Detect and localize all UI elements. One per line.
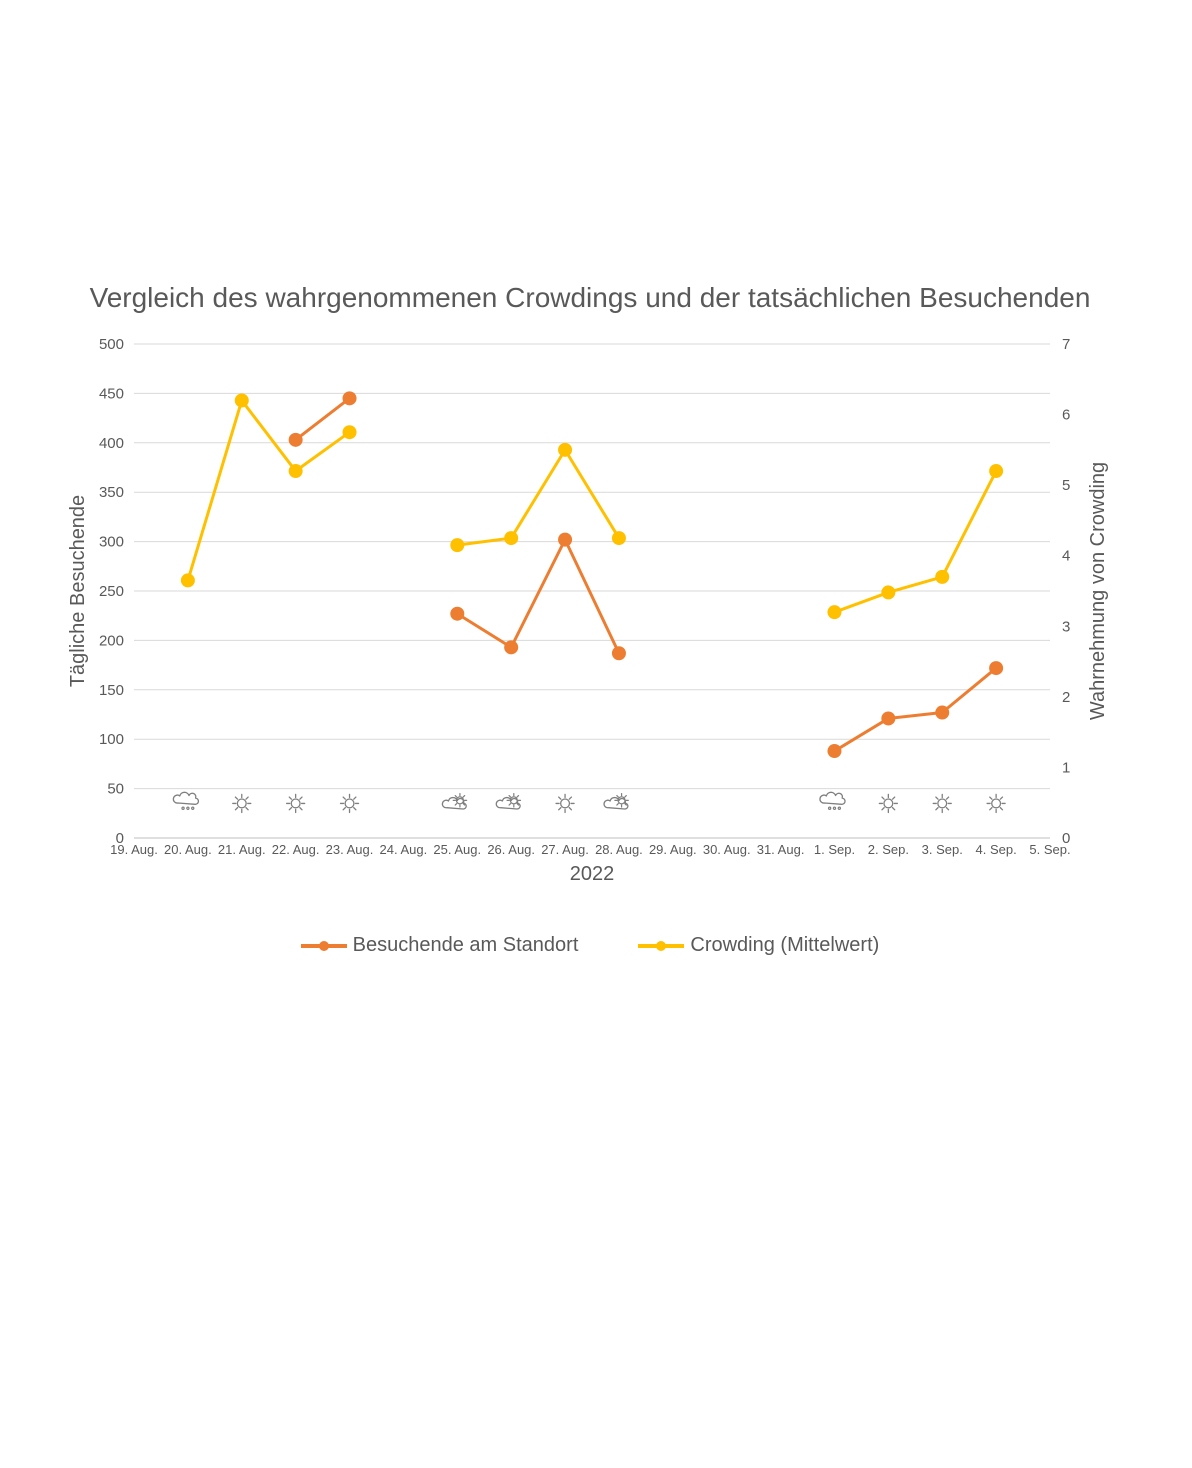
series-marker (504, 641, 518, 655)
x-tick-label: 20. Aug. (164, 842, 212, 857)
series-marker (558, 443, 572, 457)
x-tick-label: 23. Aug. (326, 842, 374, 857)
y-left-tick-label: 300 (99, 534, 124, 551)
x-tick-label: 24. Aug. (380, 842, 428, 857)
y-left-axis-label: Tägliche Besuchende (67, 495, 89, 687)
series-marker (450, 539, 464, 553)
series-marker (612, 531, 626, 545)
x-tick-label: 4. Sep. (976, 842, 1017, 857)
series-marker (504, 531, 518, 545)
y-left-tick-label: 200 (99, 633, 124, 650)
chart-container: Vergleich des wahrgenommenen Crowdings u… (60, 280, 1120, 957)
series-marker (935, 706, 949, 720)
series-marker (289, 464, 303, 478)
series-marker (935, 570, 949, 584)
x-tick-label: 28. Aug. (595, 842, 643, 857)
weather-rain-icon (820, 793, 845, 810)
legend-item-crowding: Crowding (Mittelwert) (638, 934, 879, 957)
weather-sun-icon (341, 795, 359, 813)
series-marker (343, 392, 357, 406)
y-left-tick-label: 150 (99, 682, 124, 699)
x-tick-label: 3. Sep. (922, 842, 963, 857)
series-marker (827, 606, 841, 620)
y-left-tick-label: 350 (99, 485, 124, 502)
series-marker (989, 464, 1003, 478)
series-line (457, 540, 619, 654)
x-tick-label: 22. Aug. (272, 842, 320, 857)
x-tick-label: 2. Sep. (868, 842, 909, 857)
weather-sun-icon (556, 795, 574, 813)
series-marker (181, 574, 195, 588)
y-left-tick-label: 500 (99, 336, 124, 353)
weather-sun-icon (233, 795, 251, 813)
x-tick-label: 21. Aug. (218, 842, 266, 857)
series-marker (989, 661, 1003, 675)
x-tick-label: 25. Aug. (433, 842, 481, 857)
series-marker (881, 712, 895, 726)
legend-label-crowding: Crowding (Mittelwert) (690, 934, 879, 957)
weather-partly-icon (442, 794, 466, 809)
series-marker (558, 533, 572, 547)
series-line (457, 450, 619, 545)
chart-svg: 0501001502002503003504004505000123456719… (60, 334, 1120, 894)
series-line (296, 399, 350, 440)
y-right-axis-label: Wahrnehmung von Crowding (1087, 462, 1109, 720)
plot-area: 0501001502002503003504004505000123456719… (60, 334, 1120, 894)
series-marker (343, 426, 357, 440)
y-right-tick-label: 4 (1062, 548, 1070, 565)
x-tick-label: 27. Aug. (541, 842, 589, 857)
legend-item-besuchende: Besuchende am Standort (301, 934, 579, 957)
y-right-tick-label: 1 (1062, 760, 1070, 777)
weather-sun-icon (879, 795, 897, 813)
legend-swatch-crowding (638, 939, 684, 953)
series-marker (827, 744, 841, 758)
legend-swatch-besuchende (301, 939, 347, 953)
series-marker (881, 586, 895, 600)
y-right-tick-label: 6 (1062, 407, 1070, 424)
weather-sun-icon (287, 795, 305, 813)
x-tick-label: 31. Aug. (757, 842, 805, 857)
legend-label-besuchende: Besuchende am Standort (353, 934, 579, 957)
weather-sun-icon (933, 795, 951, 813)
y-left-tick-label: 400 (99, 435, 124, 452)
y-right-tick-label: 7 (1062, 336, 1070, 353)
weather-partly-icon (496, 794, 520, 809)
y-right-tick-label: 2 (1062, 689, 1070, 706)
x-tick-label: 26. Aug. (487, 842, 535, 857)
x-axis-year-label: 2022 (570, 863, 615, 885)
x-tick-label: 1. Sep. (814, 842, 855, 857)
x-tick-label: 19. Aug. (110, 842, 158, 857)
x-tick-label: 29. Aug. (649, 842, 697, 857)
series-marker (612, 647, 626, 661)
y-right-tick-label: 3 (1062, 619, 1070, 636)
legend: Besuchende am Standort Crowding (Mittelw… (60, 934, 1120, 957)
series-marker (450, 607, 464, 621)
y-left-tick-label: 450 (99, 386, 124, 403)
y-right-tick-label: 5 (1062, 478, 1070, 495)
series-line (188, 401, 350, 581)
y-left-tick-label: 100 (99, 732, 124, 749)
series-marker (235, 394, 249, 408)
y-left-tick-label: 250 (99, 583, 124, 600)
series-line (834, 668, 996, 751)
series-marker (289, 433, 303, 447)
x-tick-label: 5. Sep. (1029, 842, 1070, 857)
weather-sun-icon (987, 795, 1005, 813)
y-left-tick-label: 50 (107, 781, 124, 798)
x-tick-label: 30. Aug. (703, 842, 751, 857)
weather-rain-icon (173, 793, 198, 810)
weather-partly-icon (604, 794, 628, 809)
chart-title: Vergleich des wahrgenommenen Crowdings u… (60, 280, 1120, 316)
